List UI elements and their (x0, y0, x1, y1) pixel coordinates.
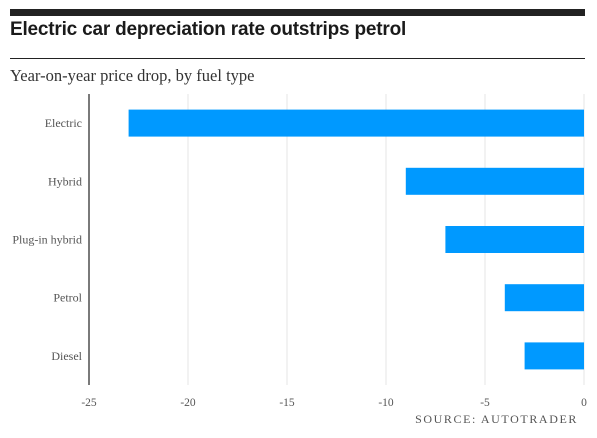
chart-title: Electric car depreciation rate outstrips… (10, 19, 407, 40)
bar-electric (128, 109, 584, 137)
category-label: Hybrid (48, 174, 82, 188)
category-label: Petrol (53, 291, 82, 305)
chart-subtitle: Year-on-year price drop, by fuel type (10, 66, 255, 85)
bars (128, 109, 584, 370)
category-label: Diesel (51, 349, 82, 363)
x-tick-label: -25 (81, 397, 97, 409)
category-label: Electric (45, 116, 82, 130)
x-tick-label: 0 (581, 397, 587, 409)
x-tick-label: -10 (378, 397, 394, 409)
source-note: SOURCE: AUTOTRADER (415, 412, 578, 426)
x-tick-labels: -25 -20 -15 -10 -5 0 (81, 397, 587, 409)
category-labels: Electric Hybrid Plug-in hybrid Petrol Diesel (12, 116, 82, 363)
bar-petrol (504, 284, 584, 312)
top-rule (10, 9, 585, 16)
x-tick-label: -15 (279, 397, 295, 409)
bar-plug-in-hybrid (445, 226, 584, 253)
bar-diesel (524, 342, 584, 370)
x-tick-label: -20 (180, 397, 196, 409)
category-label: Plug-in hybrid (12, 233, 82, 247)
x-tick-label: -5 (480, 397, 490, 409)
bar-hybrid (405, 167, 584, 195)
title-divider (10, 58, 585, 59)
